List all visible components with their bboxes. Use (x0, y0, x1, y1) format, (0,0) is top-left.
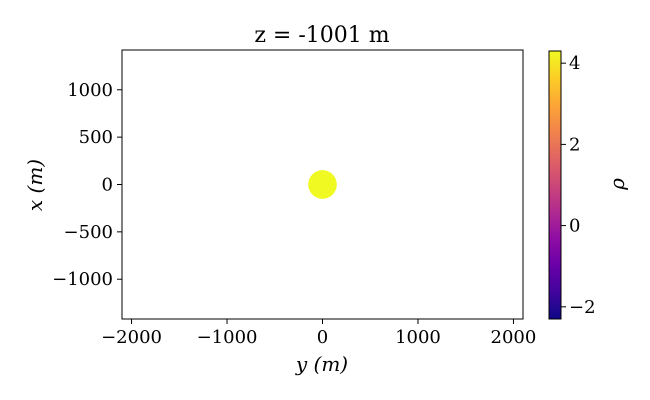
y-tick-label: −500 (64, 222, 113, 243)
colorbar-ticks: −2 0 2 4 (561, 53, 596, 318)
y-tick-label: −1000 (52, 269, 113, 290)
colorbar-tick-label: 4 (569, 53, 580, 74)
feature-layer (308, 170, 337, 199)
feature-circle-0 (308, 170, 337, 199)
y-tick-label: 500 (79, 127, 113, 148)
x-tick-label: 0 (317, 327, 328, 348)
y-axis-ticks: −1000 −500 0 500 1000 (52, 80, 122, 290)
y-tick-label: 0 (102, 175, 113, 196)
x-axis-ticks: −2000 −1000 0 1000 2000 (101, 319, 536, 348)
colorbar-label: ρ (605, 178, 629, 191)
y-axis-label: x (m) (23, 159, 47, 211)
colorbar-tick-label: −2 (569, 297, 596, 318)
colorbar-tick-label: 0 (569, 216, 580, 237)
x-tick-label: 2000 (491, 327, 537, 348)
x-tick-label: −1000 (197, 327, 258, 348)
colorbar-tick-label: 2 (569, 134, 580, 155)
x-tick-label: 1000 (395, 327, 441, 348)
colorbar (548, 50, 562, 320)
chart-title: z = -1001 m (254, 23, 389, 48)
x-tick-label: −2000 (101, 327, 162, 348)
y-tick-label: 1000 (67, 80, 113, 101)
x-axis-label: y (m) (295, 352, 348, 376)
